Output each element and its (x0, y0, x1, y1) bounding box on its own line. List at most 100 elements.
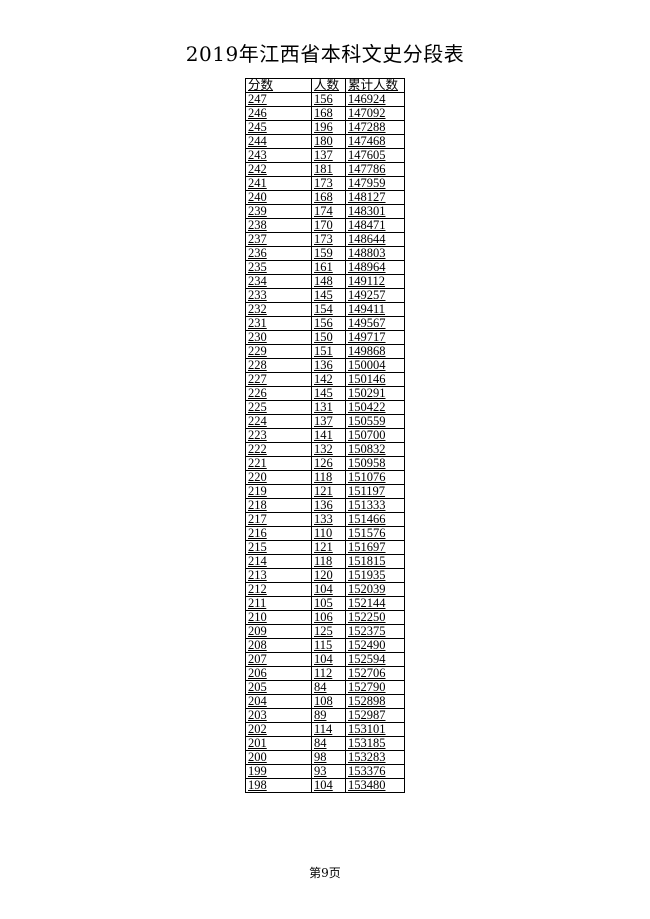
cell-score: 228 (245, 358, 312, 373)
cell-score: 229 (245, 344, 312, 359)
cell-cumulative: 147959 (345, 176, 405, 191)
cell-score: 232 (245, 302, 312, 317)
cell-score: 206 (245, 666, 312, 681)
cell-count: 104 (311, 582, 346, 597)
table-row: 233 145 149257 (245, 288, 405, 303)
table-row: 210 106 152250 (245, 610, 405, 625)
cell-count: 108 (311, 694, 346, 709)
cell-score: 241 (245, 176, 312, 191)
table-row: 243 137 147605 (245, 148, 405, 163)
cell-score: 233 (245, 288, 312, 303)
cell-cumulative: 148471 (345, 218, 405, 233)
cell-score: 205 (245, 680, 312, 695)
table-row: 239 174 148301 (245, 204, 405, 219)
cell-count: 137 (311, 148, 346, 163)
cell-score: 222 (245, 442, 312, 457)
cell-cumulative: 151935 (345, 568, 405, 583)
cell-cumulative: 153376 (345, 764, 405, 779)
table-row: 221 126 150958 (245, 456, 405, 471)
cell-cumulative: 150832 (345, 442, 405, 457)
cell-count: 105 (311, 596, 346, 611)
cell-score: 216 (245, 526, 312, 541)
cell-count: 104 (311, 778, 346, 793)
table-row: 215 121 151697 (245, 540, 405, 555)
cell-cumulative: 149411 (345, 302, 405, 317)
table-row: 204 108 152898 (245, 694, 405, 709)
cell-count: 168 (311, 190, 346, 205)
cell-cumulative: 153101 (345, 722, 405, 737)
table-row: 226 145 150291 (245, 386, 405, 401)
cell-cumulative: 152490 (345, 638, 405, 653)
cell-count: 112 (311, 666, 346, 681)
cell-cumulative: 151815 (345, 554, 405, 569)
table-header-row: 分数 人数 累计人数 (245, 78, 405, 93)
cell-count: 93 (311, 764, 346, 779)
table-row: 206 112 152706 (245, 666, 405, 681)
table-row: 232 154 149411 (245, 302, 405, 317)
cell-score: 219 (245, 484, 312, 499)
cell-cumulative: 147092 (345, 106, 405, 121)
table-row: 220 118 151076 (245, 470, 405, 485)
cell-count: 159 (311, 246, 346, 261)
cell-count: 151 (311, 344, 346, 359)
cell-count: 180 (311, 134, 346, 149)
cell-score: 227 (245, 372, 312, 387)
cell-score: 208 (245, 638, 312, 653)
cell-count: 170 (311, 218, 346, 233)
cell-cumulative: 152790 (345, 680, 405, 695)
cell-cumulative: 148301 (345, 204, 405, 219)
table-row: 198 104 153480 (245, 778, 405, 793)
cell-score: 243 (245, 148, 312, 163)
cell-score: 220 (245, 470, 312, 485)
page-title: 2019年江西省本科文史分段表 (185, 42, 465, 66)
cell-cumulative: 152987 (345, 708, 405, 723)
cell-count: 110 (311, 526, 346, 541)
cell-score: 239 (245, 204, 312, 219)
cell-count: 174 (311, 204, 346, 219)
cell-count: 121 (311, 540, 346, 555)
cell-count: 141 (311, 428, 346, 443)
header-cumulative: 累计人数 (345, 78, 405, 93)
cell-cumulative: 152144 (345, 596, 405, 611)
table-row: 202 114 153101 (245, 722, 405, 737)
table-row: 235 161 148964 (245, 260, 405, 275)
cell-count: 106 (311, 610, 346, 625)
cell-count: 137 (311, 414, 346, 429)
table-row: 241 173 147959 (245, 176, 405, 191)
cell-score: 218 (245, 498, 312, 513)
cell-score: 224 (245, 414, 312, 429)
cell-cumulative: 152898 (345, 694, 405, 709)
cell-cumulative: 152039 (345, 582, 405, 597)
score-table: 分数 人数 累计人数 247 156 146924 246 168 147092 245 19… (245, 78, 405, 793)
cell-cumulative: 151197 (345, 484, 405, 499)
cell-cumulative: 148803 (345, 246, 405, 261)
table-row: 217 133 151466 (245, 512, 405, 527)
cell-count: 181 (311, 162, 346, 177)
cell-count: 154 (311, 302, 346, 317)
cell-score: 214 (245, 554, 312, 569)
cell-score: 246 (245, 106, 312, 121)
cell-cumulative: 150559 (345, 414, 405, 429)
cell-count: 136 (311, 498, 346, 513)
cell-score: 202 (245, 722, 312, 737)
table-row: 230 150 149717 (245, 330, 405, 345)
cell-count: 104 (311, 652, 346, 667)
cell-count: 114 (311, 722, 346, 737)
table-row: 229 151 149868 (245, 344, 405, 359)
cell-cumulative: 151576 (345, 526, 405, 541)
table-row: 199 93 153376 (245, 764, 405, 779)
cell-count: 115 (311, 638, 346, 653)
cell-cumulative: 150422 (345, 400, 405, 415)
cell-score: 237 (245, 232, 312, 247)
cell-count: 125 (311, 624, 346, 639)
table-row: 205 84 152790 (245, 680, 405, 695)
cell-count: 118 (311, 470, 346, 485)
cell-cumulative: 150958 (345, 456, 405, 471)
table-body: 247 156 146924 246 168 147092 245 196 147288 244 1… (245, 92, 405, 793)
cell-score: 240 (245, 190, 312, 205)
cell-score: 210 (245, 610, 312, 625)
page-number: 第9页 (309, 866, 341, 880)
cell-cumulative: 152706 (345, 666, 405, 681)
cell-score: 236 (245, 246, 312, 261)
cell-cumulative: 147786 (345, 162, 405, 177)
